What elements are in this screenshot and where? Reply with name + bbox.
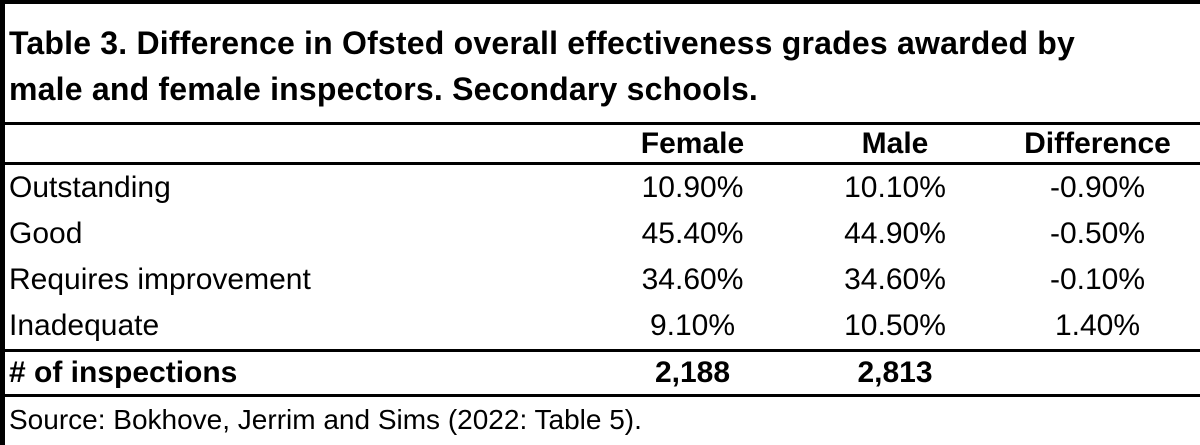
inspections-total-row: # of inspections 2,188 2,813 xyxy=(5,352,1200,397)
grade-row-good: Good 45.40% 44.90% -0.50% xyxy=(5,211,1200,257)
column-header-difference: Difference xyxy=(1024,127,1171,160)
female-value-cell: 34.60% xyxy=(641,263,744,296)
grade-row-inadequate: Inadequate 9.10% 10.50% 1.40% xyxy=(5,303,1200,349)
inspections-label: # of inspections xyxy=(9,356,238,389)
column-header-female: Female xyxy=(640,127,745,160)
table-title-line-2: male and female inspectors. Secondary sc… xyxy=(9,71,759,107)
inspections-male-count: 2,813 xyxy=(857,356,933,389)
table-title-line-1: Table 3. Difference in Ofsted overall ef… xyxy=(9,25,1076,61)
female-value-cell: 10.90% xyxy=(641,171,744,204)
grade-row-outstanding: Outstanding 10.90% 10.10% -0.90% xyxy=(5,165,1200,211)
source-note: Source: Bokhove, Jerrim and Sims (2022: … xyxy=(9,404,642,435)
male-value-cell: 10.50% xyxy=(844,309,946,342)
inspections-female-count: 2,188 xyxy=(654,356,731,389)
male-value-cell: 34.60% xyxy=(844,263,946,296)
female-value-cell: 9.10% xyxy=(649,309,736,342)
column-header-row: Female Male Difference xyxy=(5,125,1200,165)
column-header-male: Male xyxy=(861,127,929,160)
difference-value-cell: -0.10% xyxy=(1049,263,1146,296)
grade-label-cell: Inadequate xyxy=(9,309,160,342)
male-value-cell: 44.90% xyxy=(844,217,946,250)
female-value-cell: 45.40% xyxy=(641,217,744,250)
difference-value-cell: 1.40% xyxy=(1054,309,1141,342)
grade-label-cell: Good xyxy=(9,217,83,250)
grade-rows: Outstanding 10.90% 10.10% -0.90% Good 45… xyxy=(5,165,1200,352)
grade-label-cell: Outstanding xyxy=(9,171,171,204)
inspections-difference-empty xyxy=(995,352,1200,394)
male-value-cell: 10.10% xyxy=(844,171,946,204)
grade-row-requires-improvement: Requires improvement 34.60% 34.60% -0.10… xyxy=(5,257,1200,303)
difference-value-cell: -0.50% xyxy=(1049,217,1146,250)
column-header-grade xyxy=(5,125,590,162)
grade-label-cell: Requires improvement xyxy=(9,263,311,296)
table-title: Table 3. Difference in Ofsted overall ef… xyxy=(5,4,1200,125)
difference-value-cell: -0.90% xyxy=(1049,171,1146,204)
